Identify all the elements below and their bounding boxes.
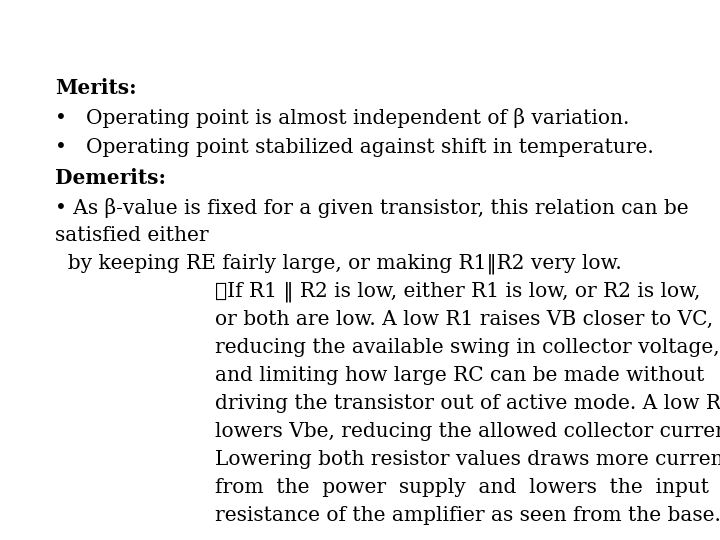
Text: ➤If R1 ‖ R2 is low, either R1 is low, or R2 is low,: ➤If R1 ‖ R2 is low, either R1 is low, or… — [215, 282, 701, 302]
Text: • As β-value is fixed for a given transistor, this relation can be: • As β-value is fixed for a given transi… — [55, 198, 688, 218]
Text: from  the  power  supply  and  lowers  the  input: from the power supply and lowers the inp… — [215, 478, 709, 497]
Text: lowers Vbe, reducing the allowed collector current.: lowers Vbe, reducing the allowed collect… — [215, 422, 720, 441]
Text: driving the transistor out of active mode. A low R2: driving the transistor out of active mod… — [215, 394, 720, 413]
Text: Merits:: Merits: — [55, 78, 137, 98]
Text: by keeping RE fairly large, or making R1‖R2 very low.: by keeping RE fairly large, or making R1… — [55, 254, 622, 274]
Text: •   Operating point is almost independent of β variation.: • Operating point is almost independent … — [55, 108, 629, 128]
Text: or both are low. A low R1 raises VB closer to VC,: or both are low. A low R1 raises VB clos… — [215, 310, 713, 329]
Text: satisfied either: satisfied either — [55, 226, 209, 245]
Text: and limiting how large RC can be made without: and limiting how large RC can be made wi… — [215, 366, 704, 385]
Text: Demerits:: Demerits: — [55, 168, 166, 188]
Text: Lowering both resistor values draws more current: Lowering both resistor values draws more… — [215, 450, 720, 469]
Text: resistance of the amplifier as seen from the base.: resistance of the amplifier as seen from… — [215, 506, 720, 525]
Text: reducing the available swing in collector voltage,: reducing the available swing in collecto… — [215, 338, 719, 357]
Text: •   Operating point stabilized against shift in temperature.: • Operating point stabilized against shi… — [55, 138, 654, 157]
